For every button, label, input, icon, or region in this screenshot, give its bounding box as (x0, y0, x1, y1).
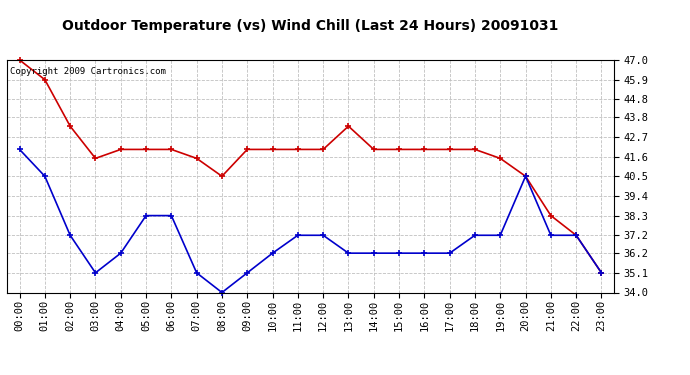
Text: Outdoor Temperature (vs) Wind Chill (Last 24 Hours) 20091031: Outdoor Temperature (vs) Wind Chill (Las… (62, 19, 559, 33)
Text: Copyright 2009 Cartronics.com: Copyright 2009 Cartronics.com (10, 67, 166, 76)
